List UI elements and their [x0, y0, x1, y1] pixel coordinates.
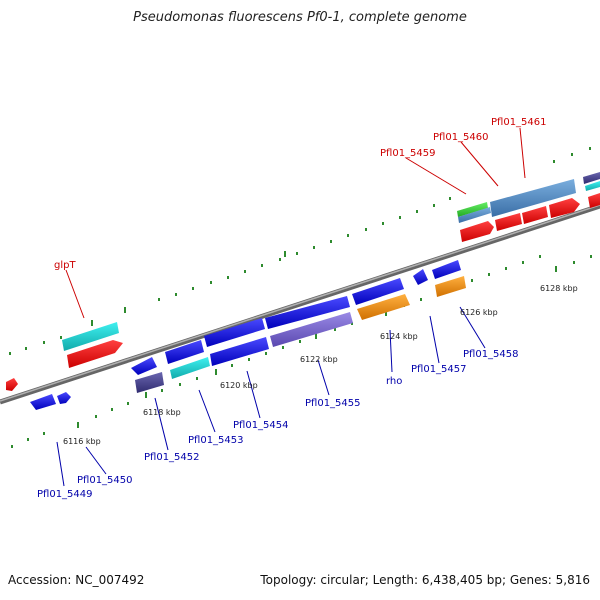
gene-pfl01-5459-mid[interactable] [458, 207, 491, 223]
gene-label-glpT[interactable]: glpT [54, 260, 76, 271]
gene-glpT[interactable] [67, 340, 123, 368]
outer-tick-row [9, 147, 591, 355]
gene-pfl01-5458[interactable] [432, 260, 461, 279]
gene-label-pfl01-5457[interactable]: Pfl01_5457 [411, 364, 467, 375]
kbp-label-6120: 6120 kbp [220, 381, 258, 390]
label-leaders-forward [65, 127, 526, 319]
gene-purple-long[interactable] [270, 312, 353, 347]
gene-label-pfl01-5452[interactable]: Pfl01_5452 [144, 452, 200, 463]
gene-rho[interactable] [352, 278, 404, 305]
gene-label-pfl01-5458[interactable]: Pfl01_5458 [463, 349, 519, 360]
gene-red-d[interactable] [549, 198, 580, 218]
gene-red-b[interactable] [495, 213, 522, 231]
gene-label-pfl01-5454[interactable]: Pfl01_5454 [233, 420, 289, 431]
gene-orange-right[interactable] [435, 276, 466, 297]
kbp-label-6128: 6128 kbp [540, 284, 578, 293]
gene-pfl01-5453-cyan[interactable] [170, 357, 210, 379]
gene-red-c[interactable] [522, 206, 548, 224]
genome-backbone [0, 203, 600, 405]
gene-pfl01-5452[interactable] [131, 357, 157, 375]
gene-red-a[interactable] [460, 221, 494, 242]
gene-edge-top[interactable] [583, 172, 600, 184]
gene-label-pfl01-5455[interactable]: Pfl01_5455 [305, 398, 361, 409]
gene-edge-cyan[interactable] [585, 181, 600, 191]
kbp-label-6122: 6122 kbp [300, 355, 338, 364]
forward-genes [6, 172, 600, 391]
genome-title: Pseudomonas fluorescens Pf0-1, complete … [133, 10, 467, 25]
gene-label-pfl01-5449[interactable]: Pfl01_5449 [37, 489, 93, 500]
gene-pfl01-5453-b[interactable] [210, 337, 269, 366]
gene-slate-small[interactable] [135, 372, 164, 393]
gene-glpT-top[interactable] [62, 322, 119, 351]
gene-pfl01-5457[interactable] [413, 269, 428, 285]
gene-pfl01-5450[interactable] [57, 392, 71, 404]
gene-left-edge-red[interactable] [6, 378, 18, 391]
gene-label-pfl01-5461[interactable]: Pfl01_5461 [491, 117, 547, 128]
kbp-label-6118: 6118 kbp [143, 408, 181, 417]
gene-pfl01-5460[interactable] [490, 179, 576, 217]
gene-pfl01-5453-a[interactable] [165, 340, 204, 364]
genome-summary-text: Topology: circular; Length: 6,438,405 bp… [260, 573, 590, 587]
gene-pfl01-5449[interactable] [30, 394, 56, 410]
gene-pfl01-5455[interactable] [265, 296, 350, 329]
gene-edge-red[interactable] [588, 193, 600, 208]
kbp-label-6116: 6116 kbp [63, 437, 101, 446]
reverse-genes [30, 260, 466, 410]
gene-label-pfl01-5459[interactable]: Pfl01_5459 [380, 148, 436, 159]
gene-rho-orange[interactable] [357, 294, 410, 320]
gene-label-pfl01-5460[interactable]: Pfl01_5460 [433, 132, 489, 143]
label-leaders-reverse [56, 306, 486, 487]
gene-label-rho[interactable]: rho [386, 376, 402, 387]
kbp-label-6126: 6126 kbp [460, 308, 498, 317]
gene-pfl01-5454[interactable] [204, 318, 265, 347]
gene-pfl01-5459-top[interactable] [457, 202, 488, 217]
kbp-label-6124: 6124 kbp [380, 332, 418, 341]
gene-label-pfl01-5453[interactable]: Pfl01_5453 [188, 435, 244, 446]
accession-text: Accession: NC_007492 [8, 573, 145, 587]
gene-label-pfl01-5450[interactable]: Pfl01_5450 [77, 475, 133, 486]
